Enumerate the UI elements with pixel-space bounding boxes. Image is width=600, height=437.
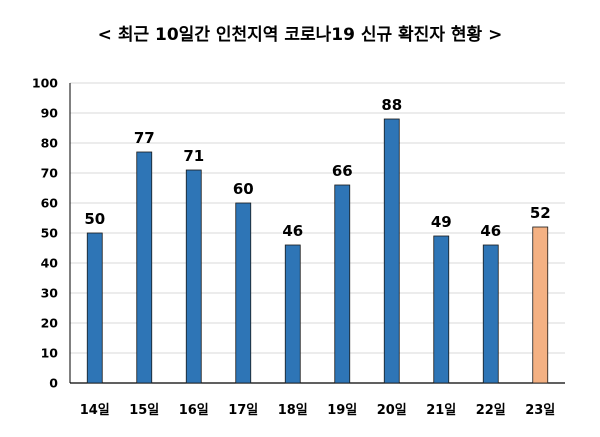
bar [86, 232, 103, 384]
data-label: 71 [183, 147, 204, 165]
y-tick-label: 70 [41, 166, 59, 181]
data-label: 52 [530, 204, 551, 222]
bar [334, 184, 351, 384]
x-tick-label: 19일 [327, 403, 357, 418]
x-tick-label: 16일 [179, 403, 209, 418]
data-label: 49 [431, 213, 452, 231]
x-tick-label: 18일 [278, 403, 308, 418]
y-tick-label: 50 [41, 226, 59, 241]
y-tick-label: 0 [49, 376, 58, 391]
data-label: 46 [480, 222, 501, 240]
data-label: 50 [84, 210, 105, 228]
y-tick-label: 60 [41, 196, 59, 211]
x-tick-label: 17일 [228, 403, 258, 418]
y-tick-label: 90 [41, 106, 59, 121]
data-label: 60 [233, 180, 254, 198]
x-tick-label: 23일 [525, 403, 555, 418]
y-tick-label: 10 [41, 346, 59, 361]
x-tick-label: 21일 [426, 403, 456, 418]
data-label: 66 [332, 162, 353, 180]
x-tick-label: 20일 [377, 403, 407, 418]
chart-title: < 최근 10일간 인천지역 코로나19 신규 확진자 현황 > [97, 25, 503, 45]
y-tick-label: 40 [41, 256, 59, 271]
bar [482, 244, 499, 384]
x-tick-label: 15일 [129, 403, 159, 418]
bar [185, 169, 202, 384]
bar [136, 151, 153, 384]
x-tick-label: 14일 [80, 403, 110, 418]
bar [433, 235, 450, 384]
data-label: 88 [381, 96, 402, 114]
data-label: 77 [134, 129, 155, 147]
bar-highlight [532, 226, 549, 384]
y-tick-label: 80 [41, 136, 59, 151]
bar [284, 244, 301, 384]
bar [235, 202, 252, 384]
y-tick-label: 20 [41, 316, 59, 331]
x-tick-label: 22일 [476, 403, 506, 418]
bar [383, 118, 400, 384]
data-label: 46 [282, 222, 303, 240]
y-tick-label: 100 [32, 76, 58, 91]
y-tick-label: 30 [41, 286, 59, 301]
